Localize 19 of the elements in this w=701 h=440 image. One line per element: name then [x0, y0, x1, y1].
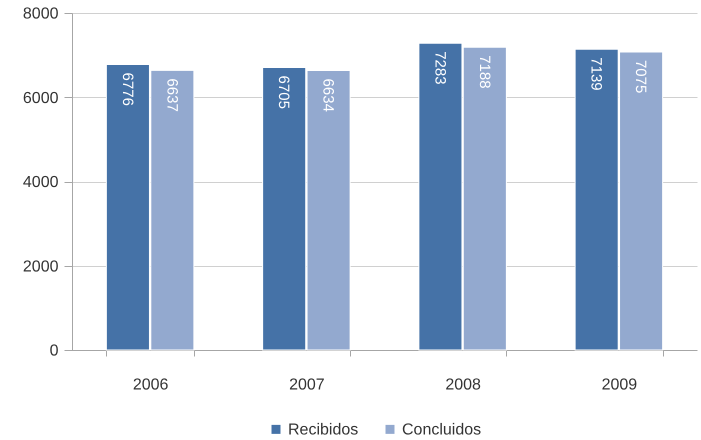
- data-label: 7188: [476, 55, 493, 89]
- legend-label: Concluidos: [402, 421, 482, 438]
- data-label: 6637: [163, 78, 180, 112]
- y-tick-label: 8000: [22, 6, 59, 22]
- data-label: 7139: [588, 57, 605, 91]
- x-tick-label: 2007: [289, 376, 325, 394]
- data-label: 7075: [632, 60, 650, 94]
- y-tick-label: 6000: [22, 90, 59, 107]
- legend-label: Recibidos: [288, 421, 358, 438]
- data-label: 7283: [431, 51, 448, 85]
- x-tick-label: 2008: [445, 376, 482, 394]
- data-label: 6634: [320, 78, 337, 112]
- y-tick-label: 0: [50, 342, 59, 360]
- y-tick-label: 2000: [22, 258, 59, 276]
- data-label: 6705: [275, 76, 292, 109]
- x-tick-label: 2006: [132, 376, 169, 394]
- x-tick-label: 2009: [602, 376, 638, 394]
- data-label: 6776: [118, 72, 136, 106]
- y-tick-label: 4000: [22, 174, 59, 191]
